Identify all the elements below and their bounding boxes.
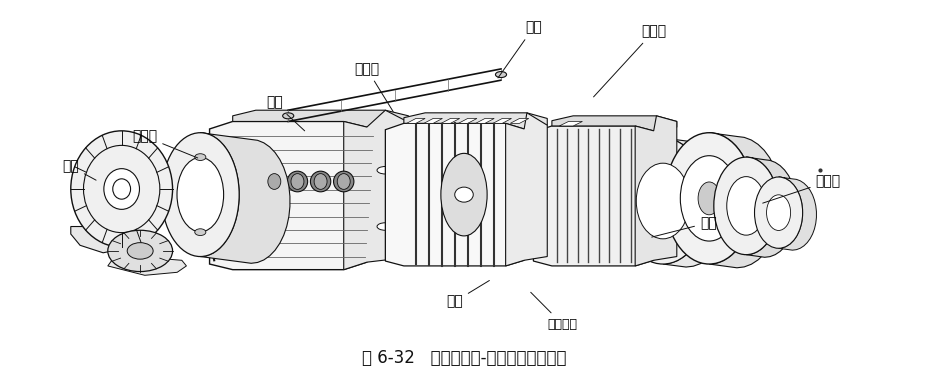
Ellipse shape xyxy=(376,166,393,174)
Ellipse shape xyxy=(754,177,802,248)
Text: 转子: 转子 xyxy=(446,280,489,308)
Polygon shape xyxy=(343,110,408,270)
Polygon shape xyxy=(406,118,425,123)
Polygon shape xyxy=(200,133,289,263)
Polygon shape xyxy=(458,118,476,123)
Polygon shape xyxy=(403,113,547,129)
Ellipse shape xyxy=(195,229,206,235)
Ellipse shape xyxy=(104,169,139,209)
Ellipse shape xyxy=(310,171,330,192)
Text: 轨道板: 轨道板 xyxy=(132,130,197,158)
Ellipse shape xyxy=(268,174,281,189)
Polygon shape xyxy=(492,118,511,123)
Polygon shape xyxy=(505,113,547,266)
Ellipse shape xyxy=(177,158,223,232)
Ellipse shape xyxy=(291,174,304,189)
Ellipse shape xyxy=(337,174,349,189)
Polygon shape xyxy=(510,118,528,123)
Polygon shape xyxy=(559,121,582,126)
Polygon shape xyxy=(552,116,676,131)
Text: 叶片: 叶片 xyxy=(498,21,541,78)
Ellipse shape xyxy=(713,157,778,255)
Polygon shape xyxy=(533,126,653,266)
Polygon shape xyxy=(745,157,796,257)
Ellipse shape xyxy=(495,71,506,77)
Ellipse shape xyxy=(766,195,790,231)
Ellipse shape xyxy=(195,154,206,161)
Polygon shape xyxy=(424,118,442,123)
Polygon shape xyxy=(708,133,781,268)
Ellipse shape xyxy=(636,163,689,239)
Text: 叶片轴承: 叶片轴承 xyxy=(530,292,577,331)
Text: 叶片槽: 叶片槽 xyxy=(593,25,666,97)
Ellipse shape xyxy=(283,113,294,119)
Text: 图 6-32   变容式压缩-膨胀器立体分解图: 图 6-32 变容式压缩-膨胀器立体分解图 xyxy=(362,349,565,367)
Text: 定子: 定子 xyxy=(266,96,304,131)
Ellipse shape xyxy=(264,171,285,192)
Polygon shape xyxy=(778,177,816,250)
Polygon shape xyxy=(108,257,186,275)
Ellipse shape xyxy=(333,171,353,192)
Ellipse shape xyxy=(313,174,326,189)
Polygon shape xyxy=(70,226,121,253)
Text: 轨道板: 轨道板 xyxy=(762,175,840,203)
Polygon shape xyxy=(233,110,408,127)
Ellipse shape xyxy=(113,179,131,199)
Text: 转子轴: 转子轴 xyxy=(354,62,393,112)
Ellipse shape xyxy=(287,171,308,192)
Polygon shape xyxy=(440,118,459,123)
Polygon shape xyxy=(634,116,676,266)
Ellipse shape xyxy=(726,177,765,235)
Ellipse shape xyxy=(454,187,473,202)
Polygon shape xyxy=(385,123,524,266)
Ellipse shape xyxy=(618,138,706,264)
Text: 叶片: 叶片 xyxy=(651,216,716,237)
Ellipse shape xyxy=(697,182,719,215)
Polygon shape xyxy=(662,138,730,267)
Ellipse shape xyxy=(679,156,737,241)
Ellipse shape xyxy=(376,223,393,230)
Polygon shape xyxy=(210,121,366,270)
Ellipse shape xyxy=(664,133,753,264)
Ellipse shape xyxy=(440,153,487,236)
Ellipse shape xyxy=(108,230,172,271)
Ellipse shape xyxy=(127,243,153,259)
Text: 端盖: 端盖 xyxy=(62,160,96,180)
Ellipse shape xyxy=(70,131,172,247)
Ellipse shape xyxy=(161,133,239,257)
Polygon shape xyxy=(476,118,494,123)
